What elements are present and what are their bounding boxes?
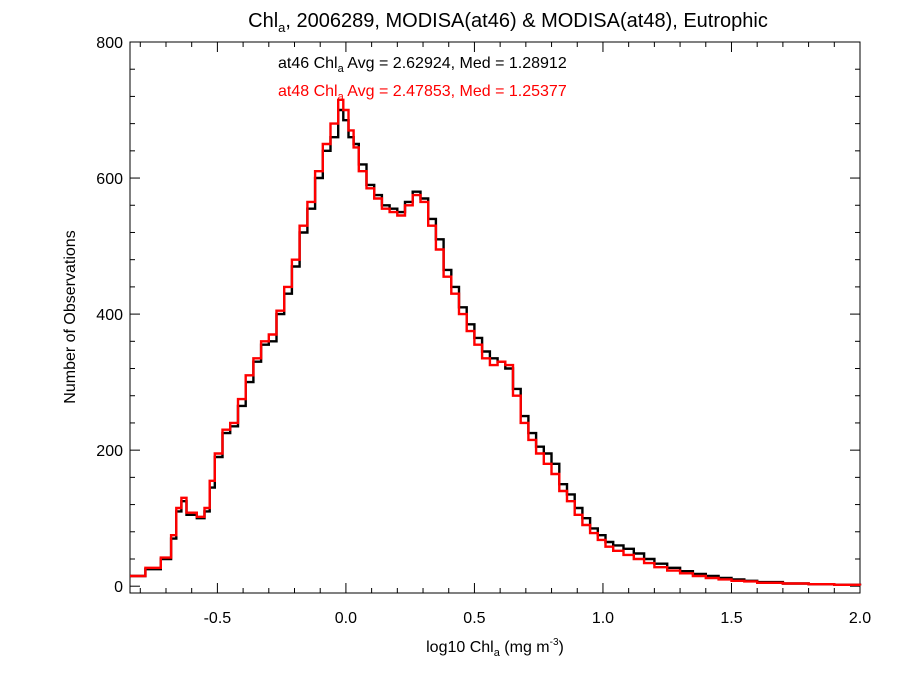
- x-tick-label: 0.0: [335, 610, 357, 627]
- x-tick-label: 1.5: [720, 610, 742, 627]
- y-axis-label: Number of Observations: [62, 230, 79, 403]
- y-tick-label: 400: [96, 307, 123, 324]
- annotation-at46: at46 Chla Avg = 2.62924, Med = 1.28912: [278, 55, 567, 75]
- y-axis: 0 200 400 600 800: [96, 35, 860, 596]
- plot-frame: [129, 41, 861, 594]
- x-axis-label: log10 Chla (mg m-3): [426, 637, 564, 659]
- y-tick-label: 200: [96, 443, 123, 460]
- y-tick-label: 0: [114, 579, 123, 596]
- series-layer: [130, 98, 862, 586]
- y-tick-label: 800: [96, 35, 123, 52]
- series-line-at48: [130, 98, 862, 586]
- chart-title: Chla, 2006289, MODISA(at46) & MODISA(at4…: [248, 10, 768, 35]
- x-tick-label: 1.0: [592, 610, 614, 627]
- x-tick-label: 2.0: [849, 610, 871, 627]
- y-tick-label: 600: [96, 171, 123, 188]
- x-tick-label: 0.5: [463, 610, 485, 627]
- x-axis: -0.5 0.0 0.5 1.0 1.5 2.0: [139, 42, 871, 627]
- annotation-at48: at48 Chla Avg = 2.47853, Med = 1.25377: [278, 83, 567, 103]
- series-line-at46: [130, 108, 862, 586]
- x-tick-label: -0.5: [204, 610, 232, 627]
